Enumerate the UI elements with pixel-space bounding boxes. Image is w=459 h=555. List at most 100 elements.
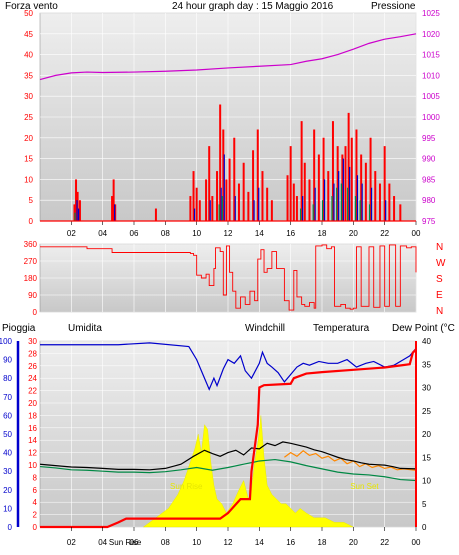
compass-label: W bbox=[436, 258, 446, 269]
temperature-tick-label: 0 bbox=[422, 523, 427, 532]
rain-tick-label: 6 bbox=[33, 486, 38, 495]
wind-grid bbox=[40, 12, 417, 222]
pressure-tick-label: 1000 bbox=[422, 113, 440, 122]
humidity-label: Umidita bbox=[68, 323, 102, 334]
temperature-tick-label: 15 bbox=[422, 453, 431, 462]
wind-x-tick-label: 18 bbox=[318, 229, 327, 238]
wind-y-tick-label: 35 bbox=[24, 71, 33, 80]
humidity-tick-label: 0 bbox=[8, 523, 13, 532]
rain-tick-label: 0 bbox=[33, 523, 38, 532]
temp-x-tick-label: 02 bbox=[67, 538, 76, 547]
wind-x-tick-label: 02 bbox=[67, 229, 76, 238]
temp-x-tick-label: 16 bbox=[286, 538, 295, 547]
temperature-tick-label: 35 bbox=[422, 360, 431, 369]
direction-line bbox=[40, 244, 417, 311]
pressure-right-label: Pressione bbox=[371, 1, 416, 12]
pressure-tick-label: 975 bbox=[422, 217, 436, 226]
direction-tick-label: 90 bbox=[28, 291, 37, 300]
wind-y-tick-label: 20 bbox=[24, 134, 33, 143]
wind-x-tick-label: 22 bbox=[380, 229, 389, 238]
direction-marks bbox=[40, 244, 417, 311]
wind-left-label: Forza vento bbox=[5, 1, 58, 12]
rain-tick-label: 10 bbox=[28, 461, 37, 470]
temp-x-tick-label: 06 bbox=[130, 538, 139, 547]
temperature-tick-label: 20 bbox=[422, 430, 431, 439]
windchill-line bbox=[284, 449, 417, 471]
pressure-tick-label: 1015 bbox=[422, 51, 440, 60]
temp-x-tick-label: 12 bbox=[224, 538, 233, 547]
temperature-tick-label: 30 bbox=[422, 384, 431, 393]
rain-tick-label: 20 bbox=[28, 399, 37, 408]
compass-label: E bbox=[436, 290, 443, 301]
temperature-marks: Sun Rise Sun Set Sun Rise bbox=[39, 342, 417, 547]
rain-tick-label: 30 bbox=[28, 337, 37, 346]
wind-y-tick-label: 10 bbox=[24, 175, 33, 184]
direction-tick-label: 360 bbox=[24, 240, 38, 249]
wind-x-tick-label: 20 bbox=[349, 229, 358, 238]
wind-x-tick-label: 06 bbox=[130, 229, 139, 238]
wind-x-tick-label: 12 bbox=[224, 229, 233, 238]
humidity-line bbox=[40, 342, 417, 391]
compass-label: S bbox=[436, 274, 443, 285]
pressure-tick-label: 985 bbox=[422, 175, 436, 184]
pressure-tick-label: 1010 bbox=[422, 71, 440, 80]
temperature-tick-label: 5 bbox=[422, 500, 427, 509]
pressure-tick-label: 1020 bbox=[422, 30, 440, 39]
wind-y-tick-label: 45 bbox=[24, 30, 33, 39]
direction-tick-label: 180 bbox=[24, 274, 38, 283]
wind-y-tick-label: 30 bbox=[24, 92, 33, 101]
temp-x-tick-label: 18 bbox=[318, 538, 327, 547]
wind-axes: 02 04 06 08 10 12 14 16 18 20 22 000510152025303540… bbox=[24, 9, 440, 238]
chart-title: 24 hour graph day : 15 Maggio 2016 bbox=[172, 1, 334, 12]
wind-y-tick-label: 25 bbox=[24, 113, 33, 122]
temperature-label: Temperatura bbox=[313, 323, 370, 334]
wind-y-tick-label: 15 bbox=[24, 155, 33, 164]
wind-x-tick-label: 08 bbox=[161, 229, 170, 238]
sunrise-axis-annotation: Sun Rise bbox=[109, 538, 142, 547]
rain-line bbox=[40, 349, 416, 529]
rain-tick-label: 14 bbox=[28, 436, 37, 445]
temp-x-tick-label: 22 bbox=[380, 538, 389, 547]
pressure-tick-label: 995 bbox=[422, 134, 436, 143]
rain-tick-label: 2 bbox=[33, 511, 38, 520]
wind-y-tick-label: 5 bbox=[29, 196, 34, 205]
dewpoint-label: Dew Point (°C bbox=[392, 323, 455, 334]
wind-marks bbox=[39, 33, 417, 221]
pressure-tick-label: 980 bbox=[422, 196, 436, 205]
wind-x-tick-label: 10 bbox=[192, 229, 201, 238]
humidity-tick-label: 40 bbox=[3, 449, 12, 458]
pressure-tick-label: 1025 bbox=[422, 9, 440, 18]
humidity-tick-label: 10 bbox=[3, 504, 12, 513]
humidity-tick-label: 70 bbox=[3, 393, 12, 402]
rain-tick-label: 26 bbox=[28, 362, 37, 371]
direction-tick-label: 270 bbox=[24, 257, 38, 266]
windchill-label: Windchill bbox=[245, 323, 285, 334]
rain-tick-label: 24 bbox=[28, 374, 37, 383]
rain-tick-label: 28 bbox=[28, 349, 37, 358]
dewpoint-line bbox=[39, 458, 417, 482]
wind-y-tick-label: 0 bbox=[29, 217, 34, 226]
temperature-tick-label: 25 bbox=[422, 407, 431, 416]
humidity-tick-label: 60 bbox=[3, 411, 12, 420]
wind-pressure-chart: 02 04 06 08 10 12 14 16 18 20 22 000510152025303540… bbox=[5, 1, 440, 238]
temp-x-tick-label: 14 bbox=[255, 538, 264, 547]
wind-x-tick-label: 00 bbox=[412, 229, 421, 238]
rain-tick-label: 22 bbox=[28, 387, 37, 396]
compass-label: N bbox=[436, 242, 443, 253]
pressure-tick-label: 990 bbox=[422, 155, 436, 164]
temperature-axes: 02 04 06 08 10 12 14 16 18 20 22 000246810121416182… bbox=[0, 337, 431, 547]
temperature-tick-label: 10 bbox=[422, 477, 431, 486]
direction-tick-label: 0 bbox=[33, 308, 38, 317]
temp-x-tick-label: 20 bbox=[349, 538, 358, 547]
rain-tick-label: 18 bbox=[28, 411, 37, 420]
pressure-tick-label: 1005 bbox=[422, 92, 440, 101]
temperature-tick-label: 40 bbox=[422, 337, 431, 346]
temp-x-tick-label: 00 bbox=[412, 538, 421, 547]
humidity-tick-label: 90 bbox=[3, 356, 12, 365]
rain-label: Pioggia bbox=[2, 323, 36, 334]
humidity-tick-label: 30 bbox=[3, 467, 12, 476]
wind-y-tick-label: 40 bbox=[24, 51, 33, 60]
